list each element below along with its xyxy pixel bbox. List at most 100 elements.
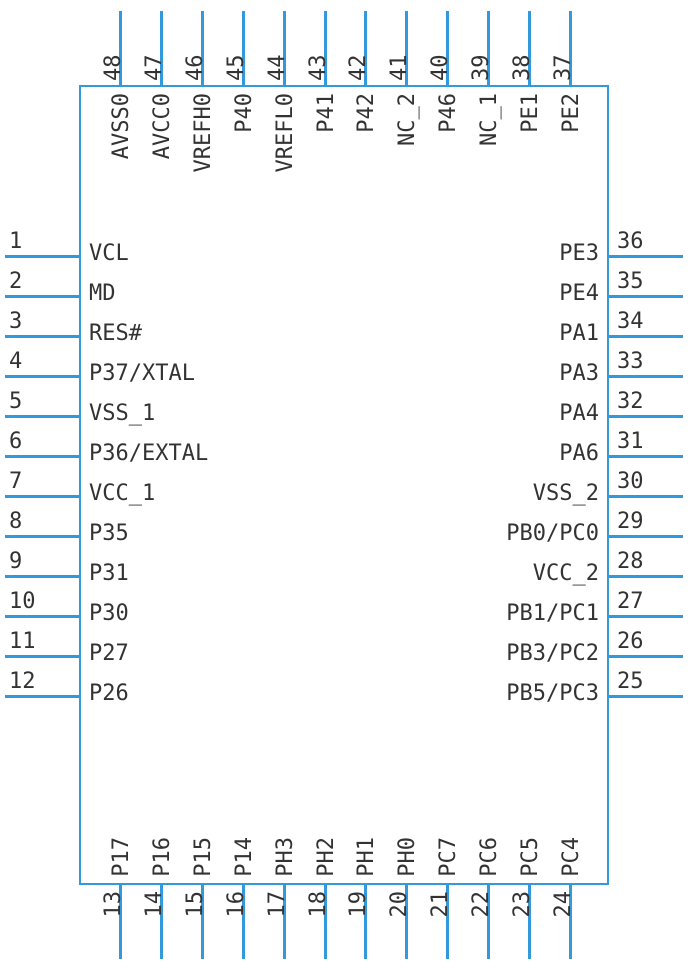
pin-label: PC7 [436,837,461,877]
pin-number: 29 [617,509,644,534]
pin-number: 9 [9,549,22,574]
pin-label: P17 [109,837,134,877]
pin-label: PA1 [559,321,599,346]
pin-label: AVCC0 [150,93,175,159]
pin-number: 47 [142,13,167,81]
pin-number: 43 [306,13,331,81]
pin-lead [5,295,79,298]
pin-number: 14 [142,891,167,918]
pin-label: P37/XTAL [89,361,195,386]
pin-number: 37 [551,13,576,81]
pin-number: 6 [9,429,22,454]
pin-label: VCL [89,241,129,266]
pin-number: 21 [428,891,453,918]
pin-label: PE4 [559,281,599,306]
pin-lead [609,455,683,458]
pin-number: 41 [387,13,412,81]
pin-label: P36/EXTAL [89,441,208,466]
pin-label: P27 [89,641,129,666]
pin-label: P40 [232,93,257,133]
pin-number: 19 [346,891,371,918]
pin-lead [5,695,79,698]
pin-number: 22 [469,891,494,918]
pin-lead [5,375,79,378]
pin-number: 23 [510,891,535,918]
pin-number: 30 [617,469,644,494]
pin-label: PC6 [477,837,502,877]
pin-label: PH3 [273,837,298,877]
pin-number: 45 [224,13,249,81]
pin-lead [609,495,683,498]
pin-label: PE1 [518,93,543,133]
pin-lead [609,415,683,418]
pin-number: 16 [224,891,249,918]
pin-label: PB5/PC3 [506,681,599,706]
pin-number: 8 [9,509,22,534]
pin-label: VREFH0 [191,93,216,172]
pin-label: PA3 [559,361,599,386]
pin-number: 25 [617,669,644,694]
pin-label: VREFL0 [273,93,298,172]
pin-number: 26 [617,629,644,654]
pin-number: 20 [387,891,412,918]
pin-label: PB0/PC0 [506,521,599,546]
pin-label: P30 [89,601,129,626]
pin-label: PC5 [518,837,543,877]
pin-number: 44 [265,13,290,81]
pin-number: 10 [9,589,36,614]
pin-number: 36 [617,229,644,254]
pin-lead [609,695,683,698]
pin-number: 18 [306,891,331,918]
pin-number: 33 [617,349,644,374]
pin-label: MD [89,281,116,306]
pin-number: 40 [428,13,453,81]
chip-body [79,85,609,885]
pin-number: 32 [617,389,644,414]
pin-number: 48 [101,13,126,81]
pin-label: P14 [232,837,257,877]
pin-number: 5 [9,389,22,414]
pin-lead [5,615,79,618]
pin-label: PE2 [559,93,584,133]
pin-label: PH0 [395,837,420,877]
pin-label: P15 [191,837,216,877]
pin-number: 24 [551,891,576,918]
pin-lead [5,495,79,498]
pin-number: 7 [9,469,22,494]
pin-label: P42 [354,93,379,133]
pin-lead [5,255,79,258]
pin-lead [609,335,683,338]
pin-lead [5,335,79,338]
pin-lead [5,535,79,538]
pin-label: NC_2 [395,93,420,146]
pin-lead [609,375,683,378]
pin-number: 34 [617,309,644,334]
pin-number: 46 [183,13,208,81]
pin-lead [5,655,79,658]
pin-number: 27 [617,589,644,614]
pin-number: 2 [9,269,22,294]
pin-label: P35 [89,521,129,546]
pin-number: 38 [510,13,535,81]
pin-lead [609,615,683,618]
pin-lead [5,415,79,418]
pin-number: 17 [265,891,290,918]
pin-label: PA4 [559,401,599,426]
pin-label: PA6 [559,441,599,466]
pin-number: 4 [9,349,22,374]
pin-lead [609,295,683,298]
pin-label: PH2 [314,837,339,877]
pin-label: NC_1 [477,93,502,146]
pin-lead [609,255,683,258]
pin-number: 13 [101,891,126,918]
pin-lead [5,575,79,578]
pin-lead [609,535,683,538]
pin-label: VCC_1 [89,481,155,506]
pin-lead [609,655,683,658]
pin-number: 1 [9,229,22,254]
pin-label: P46 [436,93,461,133]
pin-number: 11 [9,629,36,654]
pin-label: AVSS0 [109,93,134,159]
pin-number: 35 [617,269,644,294]
pin-label: VSS_1 [89,401,155,426]
